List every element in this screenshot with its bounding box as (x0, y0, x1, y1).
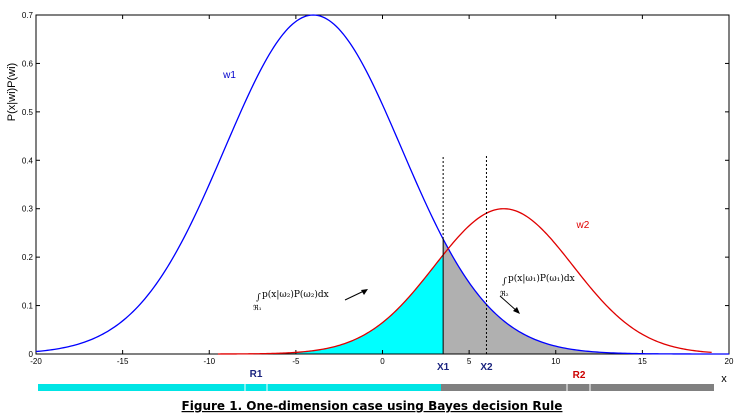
y-axis-label: P(x|wi)P(wi) (6, 63, 18, 121)
region-r2-bar (441, 384, 714, 391)
annotation-r2-subscript: ℜ₂ (500, 290, 509, 298)
integral-sign-2: ∫ (502, 277, 507, 287)
series-w1-line (35, 14, 729, 355)
annotation-r1-arrowhead (361, 289, 368, 295)
series-w1-label: w1 (222, 70, 236, 81)
x-axis-label: x (721, 373, 727, 385)
y-tick-label: 0.4 (22, 156, 34, 165)
x2-label: X2 (480, 362, 493, 373)
x-tick-label: 0 (380, 357, 385, 366)
y-tick-label: 0.6 (22, 59, 34, 68)
y-tick-label: 0 (29, 350, 34, 359)
annotation-r1-text: p(x|ω₂)P(ω₂)dx (262, 289, 329, 300)
integral-sign-1: ∫ (256, 293, 261, 303)
x-tick-label: 15 (638, 357, 647, 366)
annotation-r2-arrowhead (513, 307, 520, 314)
y-tick-label: 0.2 (22, 253, 34, 262)
x-tick-label: 5 (467, 357, 472, 366)
x1-label: X1 (437, 362, 450, 373)
y-tick-label: 0.1 (22, 302, 34, 311)
region-r1-fill (217, 254, 444, 354)
x-tick-label: -15 (117, 357, 129, 366)
annotation-r1-subscript: ℜ₁ (253, 304, 262, 312)
series-w2-label: w2 (576, 220, 590, 231)
figure-caption: Figure 1. One-dimension case using Bayes… (182, 399, 563, 413)
y-axis: 0 0.1 0.2 0.3 0.4 0.5 0.6 0.7 (22, 11, 729, 359)
x-tick-label: 10 (551, 357, 560, 366)
x-tick-label: -20 (30, 357, 42, 366)
x-axis: -20 -15 -10 -5 0 5 10 15 20 (30, 15, 734, 366)
annotation-r2-integral: ∫ p(x|ω₁)P(ω₁)dx ℜ₂ (499, 273, 575, 314)
series-w2-line (217, 208, 712, 355)
region-r2-label: R2 (573, 370, 586, 381)
x-tick-label: -10 (203, 357, 215, 366)
y-tick-label: 0.7 (22, 11, 34, 20)
plot-frame (35, 14, 730, 355)
region-r2-fill (443, 239, 626, 354)
annotation-r2-text: p(x|ω₁)P(ω₁)dx (508, 273, 575, 284)
x-tick-label: -5 (292, 357, 300, 366)
annotation-r1-integral: ∫ p(x|ω₂)P(ω₂)dx ℜ₁ (253, 289, 368, 312)
region-r1-bar (38, 384, 441, 391)
region-r1-label: R1 (250, 369, 263, 380)
y-tick-label: 0.3 (22, 205, 34, 214)
x-tick-label: 20 (725, 357, 734, 366)
y-tick-label: 0.5 (22, 108, 34, 117)
